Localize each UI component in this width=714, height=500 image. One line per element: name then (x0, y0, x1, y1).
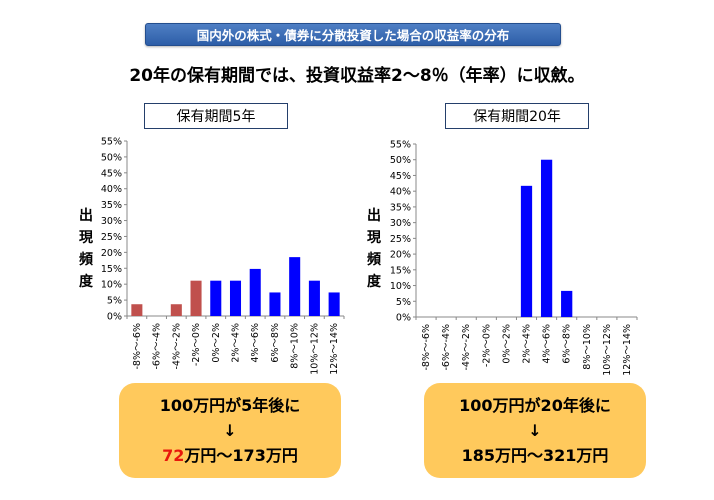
y-tick-label: 10% (101, 280, 122, 291)
x-tick-label: 12%～14% (329, 323, 340, 375)
bar (520, 185, 533, 317)
ylabel-char: 現 (79, 230, 93, 246)
down-arrow-icon: ↓ (528, 421, 542, 440)
bar (229, 280, 242, 316)
result-box-5y: 100万円が5年後に ↓ 72万円～173万円 (119, 383, 341, 478)
bar (170, 304, 182, 316)
x-tick-label: 10%～12% (309, 323, 320, 375)
y-tick-label: 25% (101, 232, 122, 243)
y-tick-label: 20% (101, 248, 122, 259)
x-tick-label: 4%～6% (250, 323, 261, 363)
x-tick-label: -8%～-6% (132, 323, 143, 370)
y-tick-label: 30% (101, 216, 122, 227)
y-tick-label: 0% (396, 313, 411, 324)
x-tick-label: -4%～-2% (461, 324, 472, 371)
ylabel-char: 出 (367, 208, 381, 224)
y-tick-label: 45% (101, 168, 122, 179)
subtitle: 20年の保有期間では、投資収益率2～8％（年率）に収斂。 (129, 66, 585, 86)
x-tick-label: -6%～-4% (441, 324, 452, 371)
x-tick-label: -4%～-2% (171, 323, 182, 370)
y-tick-label: 30% (390, 218, 411, 229)
y-axis-label-20y: 出 現 頻 度 (366, 205, 382, 293)
y-tick-label: 35% (101, 200, 122, 211)
result-range-rest: 185万円～321万円 (461, 446, 609, 465)
chart-title-5y: 保有期間5年 (144, 103, 288, 129)
bar (561, 290, 573, 317)
result-range-rest: 万円～173万円 (184, 446, 298, 465)
bar (249, 268, 261, 316)
bar (269, 292, 281, 316)
ylabel-char: 出 (79, 208, 93, 224)
ylabel-char: 度 (79, 274, 93, 290)
y-axis-label-5y: 出 現 頻 度 (78, 205, 94, 293)
x-tick-label: -6%～-4% (152, 323, 163, 370)
result-line1: 100万円が5年後に (159, 396, 301, 415)
y-tick-label: 45% (390, 171, 411, 182)
y-tick-label: 15% (101, 264, 122, 275)
y-tick-label: 55% (101, 137, 122, 148)
y-tick-label: 5% (396, 297, 411, 308)
result-range: 72万円～173万円 (119, 443, 341, 468)
y-tick-label: 0% (107, 312, 122, 323)
ylabel-char: 度 (367, 274, 381, 290)
bar (308, 280, 320, 316)
x-tick-label: 8%～10% (290, 323, 301, 369)
ylabel-char: 頻 (367, 252, 381, 268)
y-tick-label: 25% (390, 234, 411, 245)
bar (210, 280, 222, 316)
y-tick-label: 35% (390, 202, 411, 213)
y-tick-label: 10% (390, 281, 411, 292)
x-tick-label: -2%～0% (191, 323, 202, 366)
x-tick-label: 6%～8% (562, 324, 573, 364)
x-tick-label: -2%～0% (481, 324, 492, 367)
x-tick-label: 6%～8% (270, 323, 281, 363)
x-tick-label: 2%～4% (231, 323, 242, 363)
y-tick-label: 40% (101, 184, 122, 195)
y-tick-label: 15% (390, 265, 411, 276)
banner-title: 国内外の株式・債券に分散投資した場合の収益率の分布 (145, 23, 561, 46)
x-tick-label: 0%～2% (211, 323, 222, 363)
x-tick-label: -8%～-6% (421, 324, 432, 371)
x-tick-label: 12%～14% (622, 324, 633, 376)
y-tick-label: 55% (390, 140, 411, 151)
x-tick-label: 4%～6% (542, 324, 553, 364)
ylabel-char: 現 (367, 230, 381, 246)
x-tick-label: 2%～4% (522, 324, 533, 364)
bar (190, 280, 202, 316)
result-line1: 100万円が20年後に (459, 396, 611, 415)
x-tick-label: 0%～2% (501, 324, 512, 364)
down-arrow-icon: ↓ (223, 421, 237, 440)
result-box-20y: 100万円が20年後に ↓ 185万円～321万円 (424, 383, 646, 478)
result-range: 185万円～321万円 (424, 443, 646, 468)
ylabel-char: 頻 (79, 252, 93, 268)
bar (540, 159, 553, 317)
y-tick-label: 50% (390, 155, 411, 166)
chart-title-20y: 保有期間20年 (445, 103, 589, 129)
bar (131, 304, 143, 316)
result-low-value: 72 (162, 446, 185, 465)
x-tick-label: 8%～10% (582, 324, 593, 370)
bar (289, 257, 301, 316)
bar (328, 292, 340, 316)
y-tick-label: 5% (107, 296, 122, 307)
y-tick-label: 20% (390, 250, 411, 261)
x-tick-label: 10%～12% (602, 324, 613, 376)
y-tick-label: 50% (101, 152, 122, 163)
y-tick-label: 40% (390, 187, 411, 198)
